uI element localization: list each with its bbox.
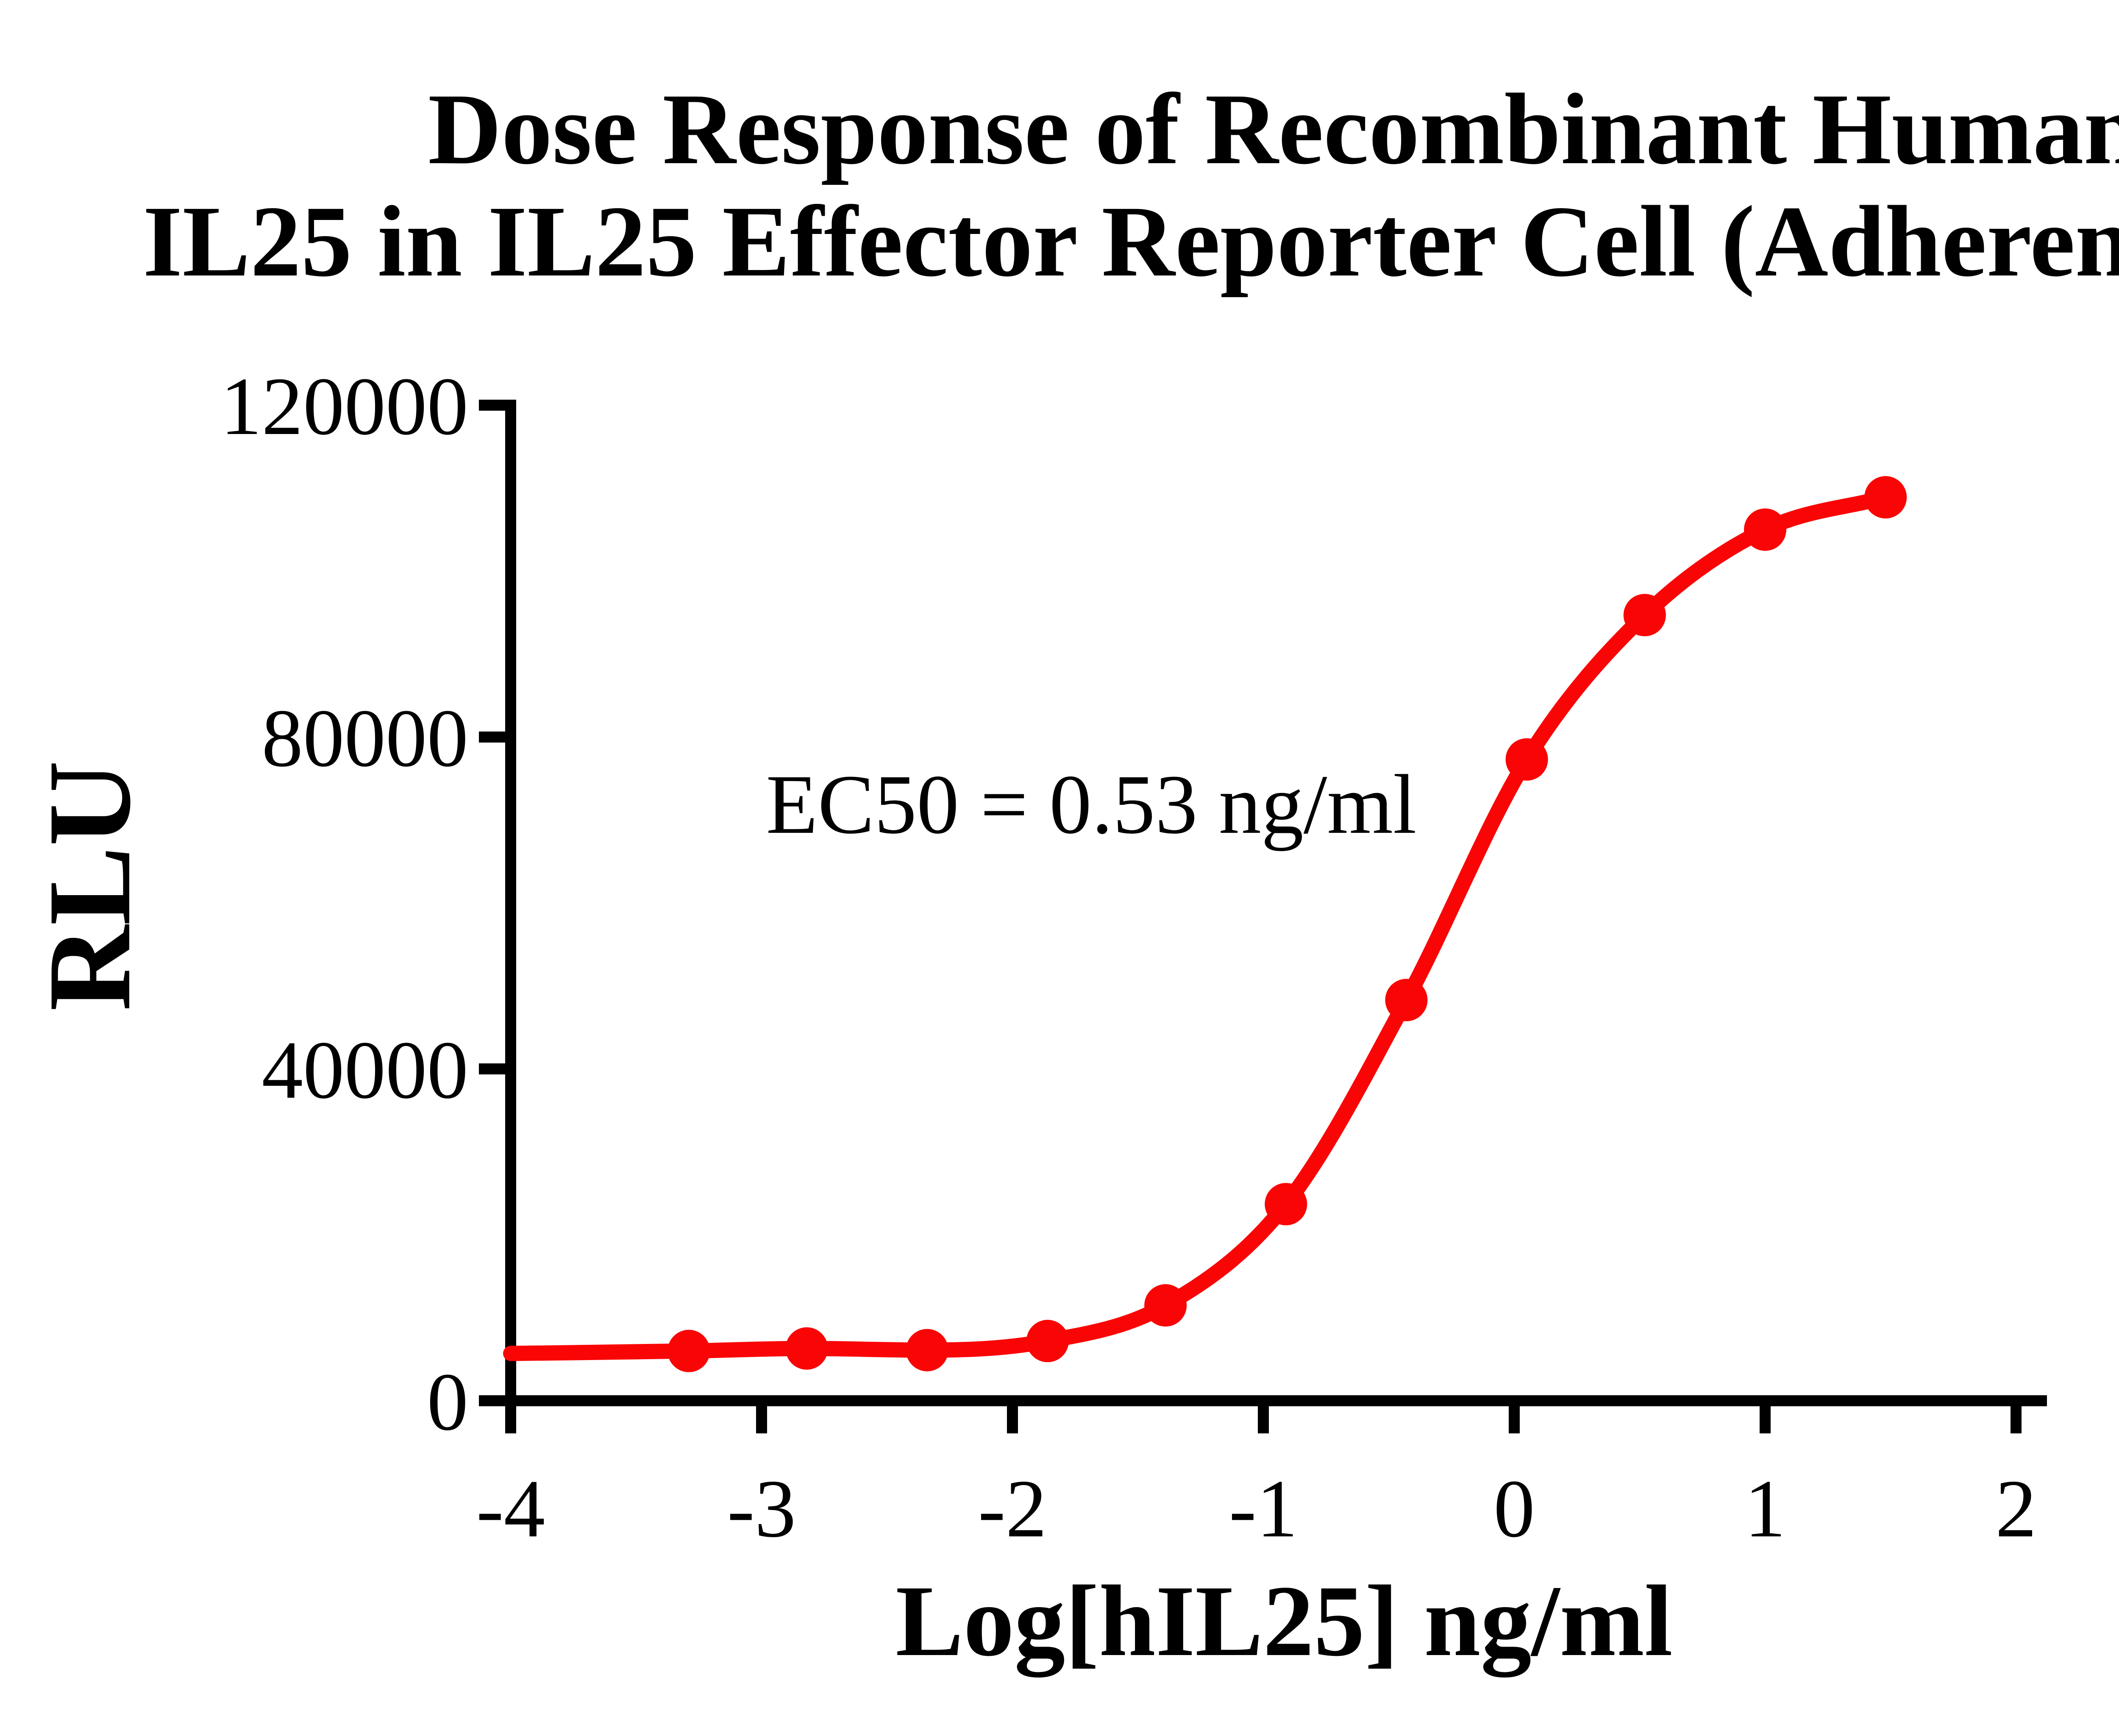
- x-axis-title: Log[hIL25] ng/ml: [895, 1564, 1673, 1678]
- y-tick-label-80000: 80000: [262, 693, 469, 784]
- chart-title-line-1: Dose Response of Recombinant Human: [428, 72, 2119, 185]
- data-point: [1864, 476, 1907, 519]
- data-point: [1385, 979, 1428, 1021]
- x-tick-label-neg1: -1: [1229, 1463, 1298, 1555]
- data-point: [1623, 594, 1666, 637]
- y-tick-label-120000: 120000: [220, 361, 468, 452]
- data-point: [1026, 1320, 1069, 1363]
- chart-title-line-2: IL25 in IL25 Effector Reporter Cell (Adh…: [143, 185, 2119, 298]
- data-point: [906, 1329, 948, 1372]
- data-point: [1505, 738, 1548, 781]
- data-point: [1744, 508, 1786, 551]
- x-tick-label-neg3: -3: [727, 1463, 796, 1555]
- data-point: [667, 1330, 710, 1372]
- series-layer: [503, 476, 1907, 1372]
- x-tick-label-neg2: -2: [978, 1463, 1047, 1555]
- x-tick-label-1: 1: [1744, 1463, 1786, 1555]
- data-point: [1265, 1183, 1307, 1226]
- y-tick-label-0: 0: [427, 1356, 469, 1448]
- y-axis-title: RLU: [23, 760, 155, 1011]
- y-tick-label-40000: 40000: [262, 1024, 469, 1116]
- x-tick-label-2: 2: [1995, 1463, 2037, 1555]
- dose-response-curve: [503, 490, 1894, 1361]
- data-point: [1144, 1284, 1187, 1327]
- x-tick-label-0: 0: [1493, 1463, 1535, 1555]
- data-point: [785, 1327, 828, 1370]
- x-tick-label-neg4: -4: [476, 1463, 545, 1555]
- ec50-annotation: EC50 = 0.53 ng/ml: [766, 758, 1416, 851]
